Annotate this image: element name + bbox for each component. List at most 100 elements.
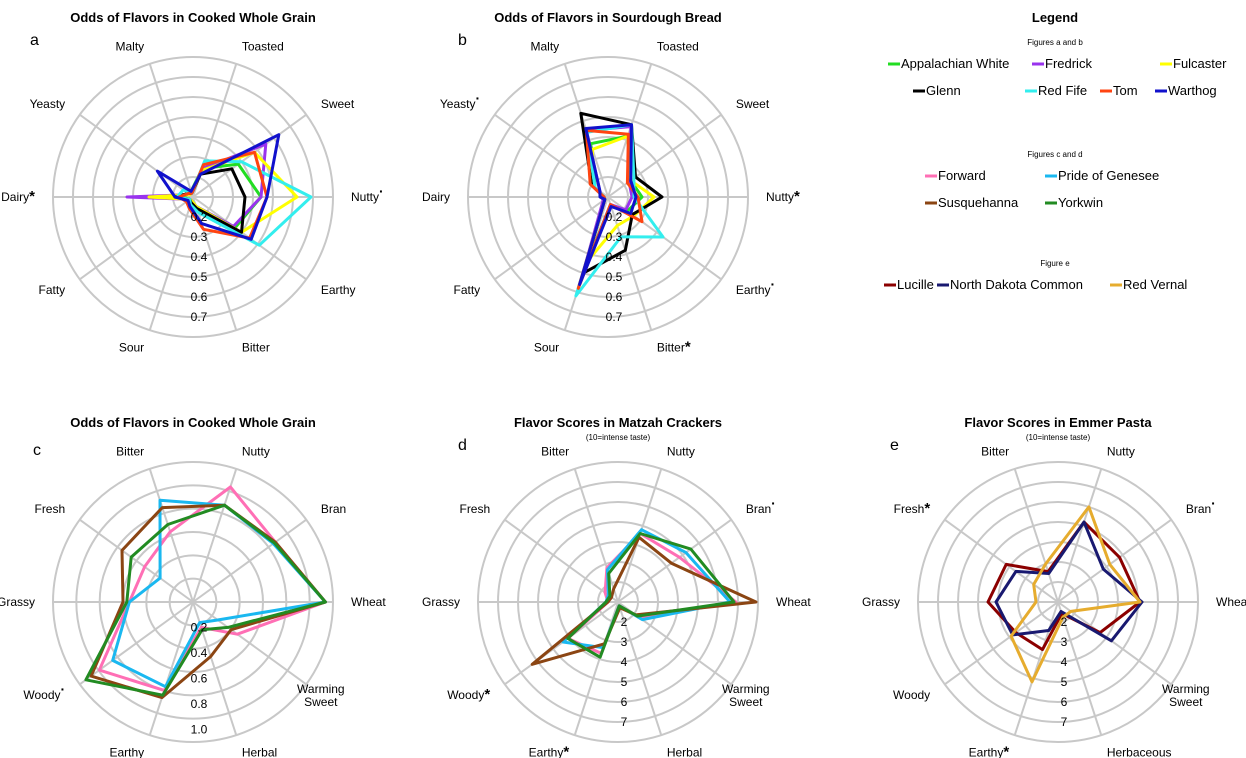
grid-spoke [192,113,307,198]
axis-label-sweet: Sweet [321,97,355,111]
axis-label-text: Grassy [422,595,460,609]
chart-title: Flavor Scores in Emmer Pasta [964,415,1152,430]
legend: Legend Figures a and b Appalachian White Fr… [884,10,1227,292]
chart-subtitle: (10=intense taste) [1026,433,1091,442]
legend-item-red-fife: Red Fife [1025,83,1087,98]
significance-mark: · [61,681,66,697]
legend-label: Yorkwin [1058,195,1103,210]
series-yorkwin [566,532,736,659]
axis-label-bran: Bran· [746,495,776,516]
axis-label-text: Sweet [729,695,763,709]
legend-label: Glenn [926,83,961,98]
axis-label-herbal: Herbal [667,745,702,758]
axis-label-earthy: Earthy· [736,276,775,297]
tick-label: 0.8 [191,697,208,711]
axis-label-bitter: Bitter [981,445,1009,459]
tick-label: 7 [621,715,628,729]
grid-spoke [944,601,1059,686]
axis-label-herbal: Herbal [242,745,277,758]
axis-label-nutty: Nutty [242,445,270,459]
axis-label-sweet: Sweet [736,97,770,111]
tick-label: 6 [621,695,628,709]
axis-label-text: Sweet [736,97,770,111]
series-north-dakota-common [994,520,1144,643]
axis-label-text: Bran [321,502,346,516]
chart-title: Odds of Flavors in Cooked Whole Grain [70,415,316,430]
axis-label-text: Malty [116,40,145,54]
axis-label-text: Sweet [321,97,355,111]
tick-label: 6 [1061,695,1068,709]
series-tom [177,150,269,240]
axis-label-text: Wheat [776,595,811,609]
legend-item-fredrick: Fredrick [1032,56,1092,71]
legend-label: Forward [938,168,986,183]
tick-label: 0.7 [191,310,208,324]
axis-label-text: Sweet [304,695,338,709]
legend-label: Red Vernal [1123,277,1187,292]
legend-label: Red Fife [1038,83,1087,98]
axis-label-woody: Woody· [23,681,65,702]
axis-label-fresh: Fresh [459,502,490,516]
significance-mark: * [29,188,35,205]
radar-panel-b: Odds of Flavors in Sourdough Bread b 0.2 0.… [422,10,800,355]
axis-label-text: Fresh* [894,500,931,517]
legend-title: Legend [1032,10,1078,25]
significance-mark: · [771,495,776,511]
axis-label-text: Toasted [657,40,699,54]
axis-label-bitter: Bitter [116,445,144,459]
series-lucille [986,520,1142,652]
grid-spoke [504,518,619,603]
axis-label-text: Wheat [1216,595,1246,609]
significance-mark: · [379,183,384,199]
grid-spoke [573,468,619,603]
tick-label: 4 [621,655,628,669]
tick-label: 0.6 [191,671,208,685]
tick-label: 0.5 [191,270,208,284]
grid-spoke [79,113,194,198]
axis-label-nutty: Nutty* [766,188,800,205]
axis-label-text: Grassy [862,595,900,609]
grid-spoke [607,196,653,331]
axis-label-text: Malty [531,40,560,54]
axis-label-earthy: Earthy* [529,743,570,758]
axis-label-text: Woody· [23,681,65,702]
axis-label-sour: Sour [534,340,559,354]
axis-label-nutty: Nutty [667,445,695,459]
series-warthog [578,123,638,286]
legend-label: North Dakota Common [950,277,1083,292]
grid-spoke [79,518,194,603]
tick-label: 2 [1061,615,1068,629]
axis-label-malty: Malty [531,40,560,54]
grid-spoke [192,518,307,603]
axis-label-text: Earthy* [969,743,1010,758]
tick-label: 0.2 [191,620,208,634]
grid-spoke [944,518,1059,603]
axis-label-text: Earthy* [529,743,570,758]
grid-spoke [1013,468,1059,603]
tick-label: 0.6 [606,290,623,304]
legend-item-tom: Tom [1100,83,1138,98]
axis-label-fatty: Fatty [454,283,481,297]
axis-label-text: Warming [297,682,345,696]
grid-spoke [79,196,194,281]
legend-item-yorkwin: Yorkwin [1045,195,1103,210]
axis-label-text: Warming [1162,682,1210,696]
significance-mark: · [771,276,776,292]
axis-label-earthy: Earthy [109,745,144,758]
chart-subtitle: (10=intense taste) [586,433,651,442]
significance-mark: · [1211,495,1216,511]
axis-label-wheat: Wheat [776,595,811,609]
axis-label-toasted: Toasted [242,40,284,54]
axis-label-text: Yeasty· [440,90,480,111]
axis-label-bitter: Bitter [541,445,569,459]
axis-label-text: Earthy [321,283,356,297]
radar-panel-c: Odds of Flavors in Cooked Whole Grain c 0.… [0,415,386,758]
tick-label: 0.6 [191,290,208,304]
axis-label-text: Sour [119,340,144,354]
tick-label: 0.3 [606,230,623,244]
panel-letter: e [890,437,899,454]
legend-caption: Figures a and b [1027,38,1083,47]
